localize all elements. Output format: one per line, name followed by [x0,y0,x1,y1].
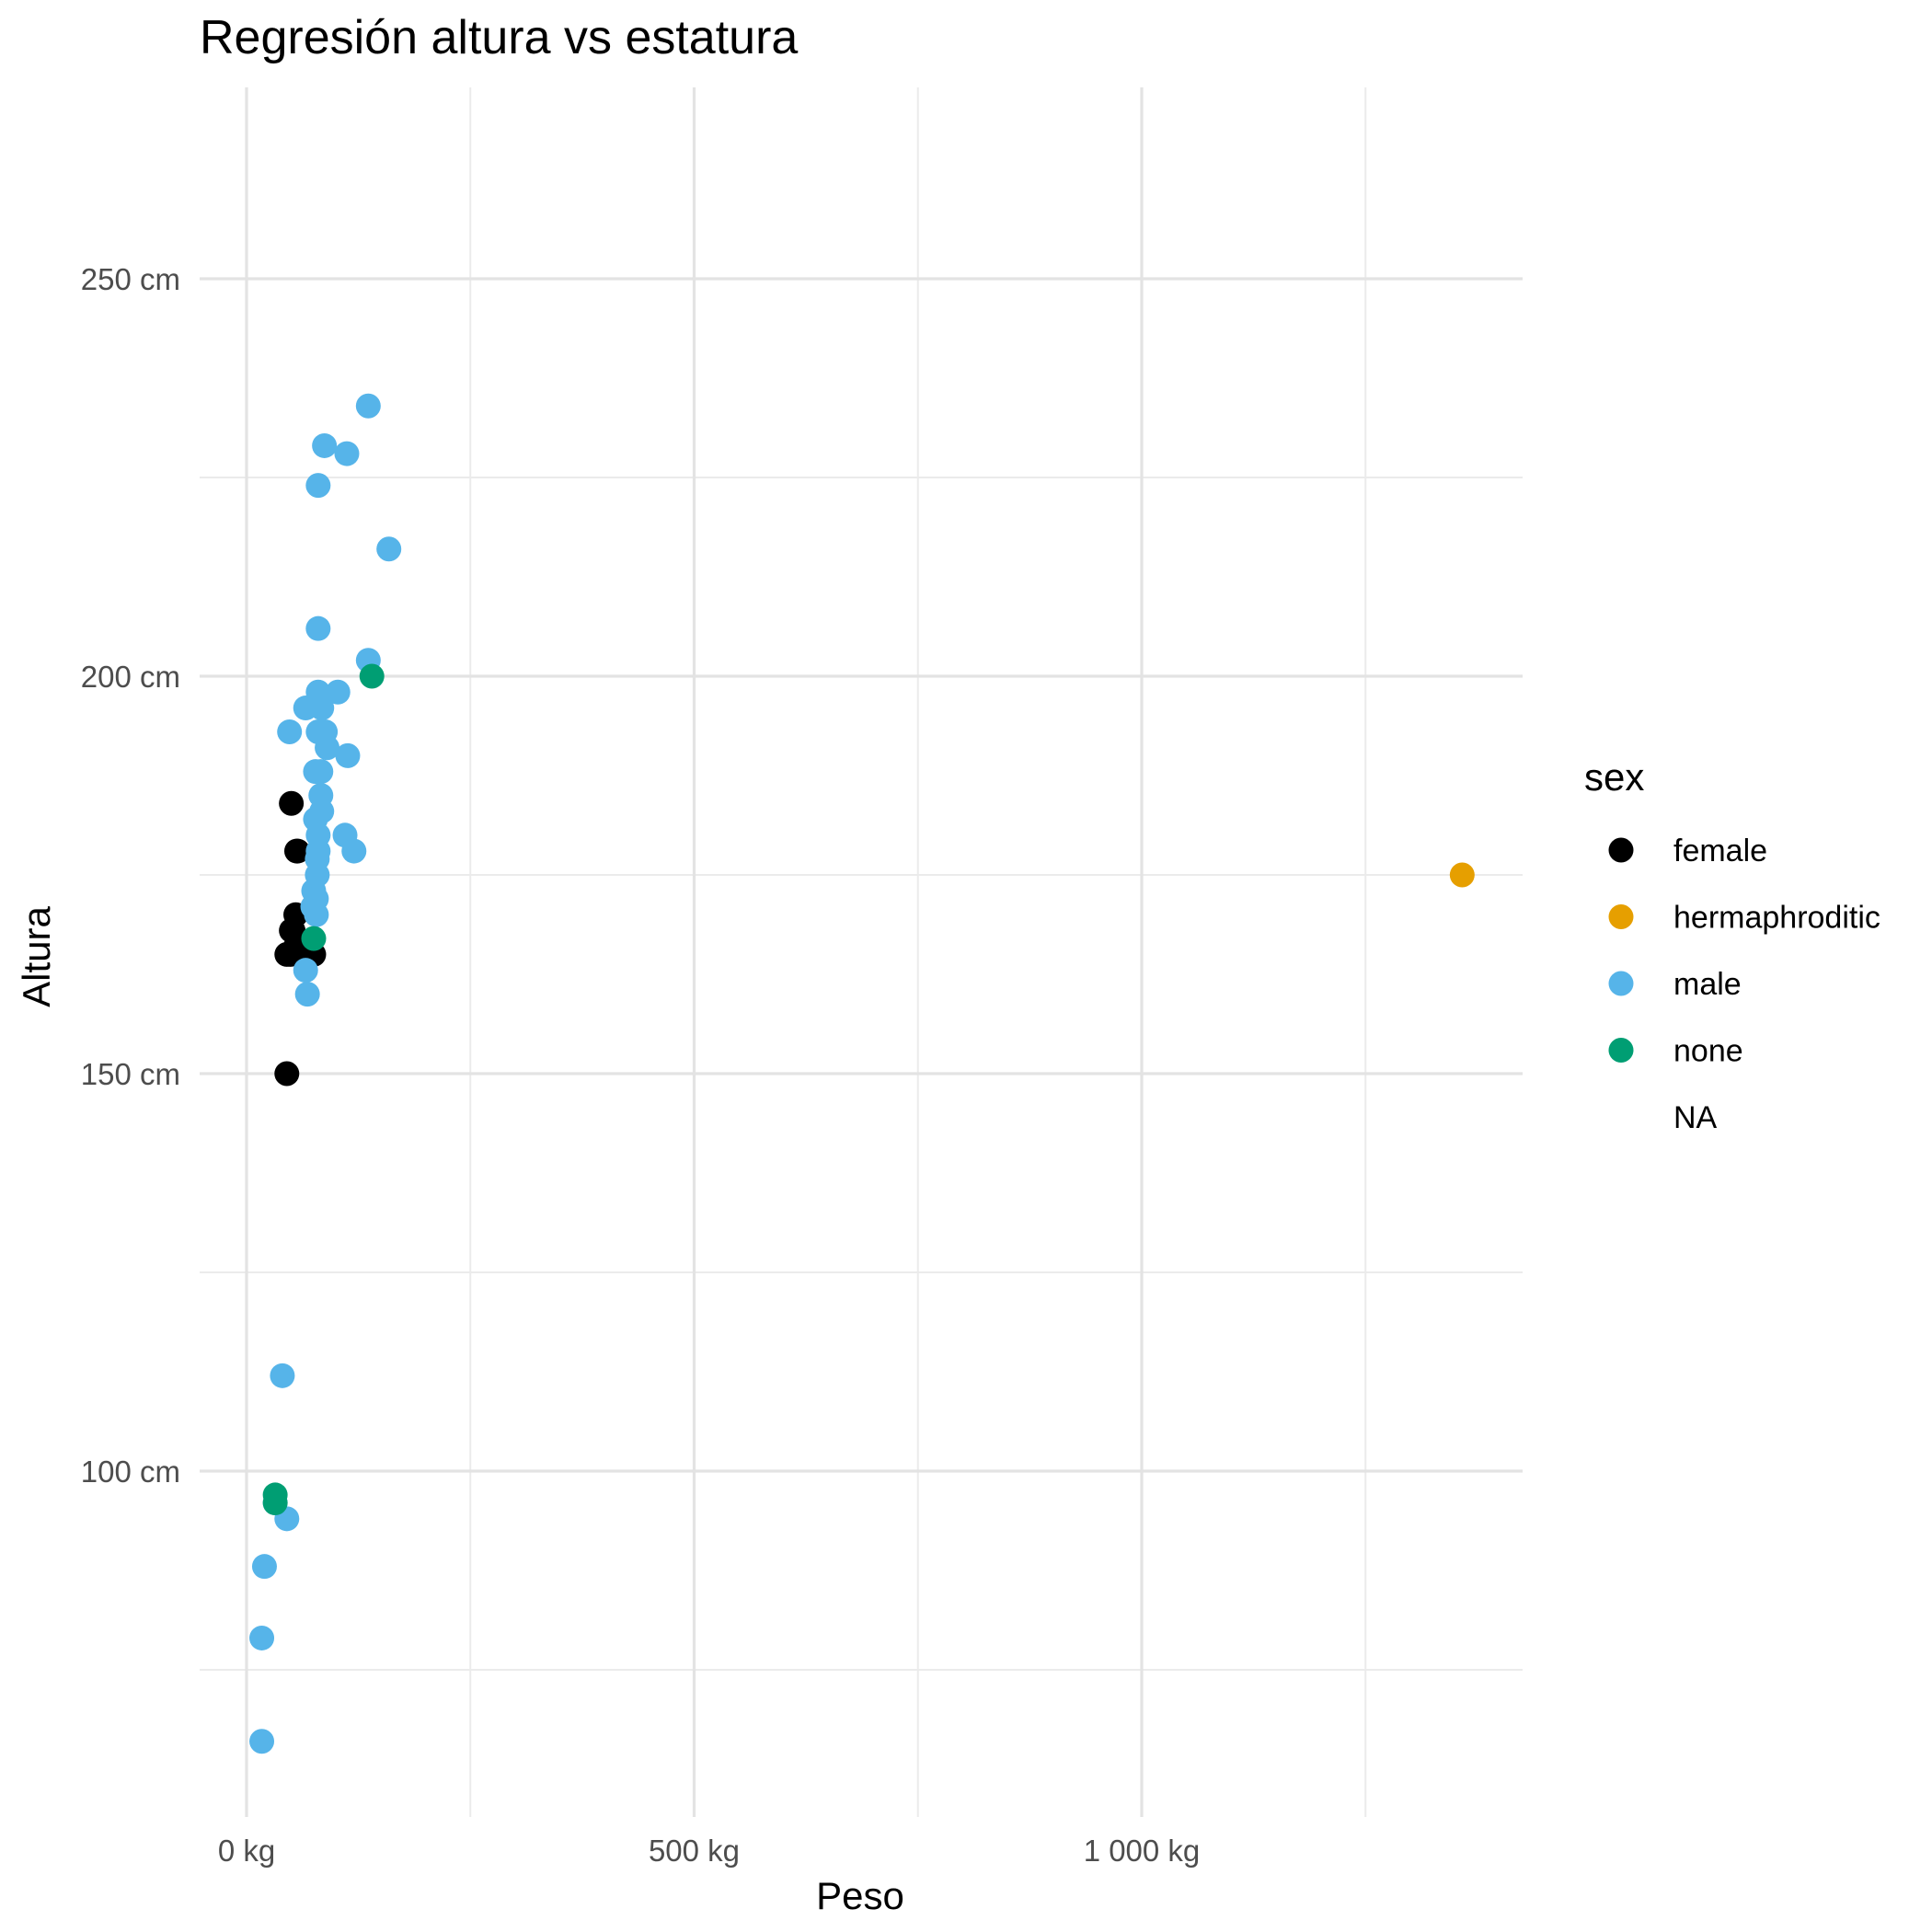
point-male-24 [341,838,367,864]
chart-title: Regresión altura vs estatura [200,11,798,64]
legend-key-female [1608,837,1634,863]
y-axis-ticks: 100 cm 150 cm 200 cm 250 cm [81,262,180,1489]
point-male-30 [304,902,329,927]
legend-label-hermaphroditic: hermaphroditic [1673,901,1880,936]
point-female-10 [274,941,300,967]
point-female-7 [284,838,310,864]
point-female-8 [279,790,305,816]
y-tick-label-2: 200 cm [81,660,180,694]
point-none-0 [359,663,385,689]
point-male-37 [249,1625,275,1650]
y-tick-label-1: 150 cm [81,1057,180,1091]
point-male-31 [293,958,318,983]
legend-key-male [1608,971,1634,996]
point-male-5 [305,615,331,641]
point-male-14 [315,735,340,761]
point-female-0 [274,1061,300,1087]
y-tick-label-3: 250 cm [81,262,180,296]
point-male-36 [251,1554,277,1580]
point-male-11 [277,719,303,744]
point-male-2 [334,441,360,466]
point-male-4 [376,536,402,562]
y-axis-title: Altura [15,906,58,1007]
legend-key-hermaphroditic [1608,904,1634,929]
point-male-3 [305,473,331,499]
data-points [249,393,1475,1754]
legend-title: sex [1584,755,1644,799]
point-male-7 [325,679,351,705]
legend-label-female: female [1673,834,1767,868]
x-tick-label-0: 0 kg [218,1834,275,1868]
legend-key-none [1608,1038,1634,1063]
x-tick-label-2: 1 000 kg [1084,1834,1201,1868]
legend-label-NA: NA [1673,1100,1718,1135]
point-hermaphroditic-0 [1449,862,1475,888]
y-tick-label-0: 100 cm [81,1455,180,1489]
x-axis-title: Peso [816,1874,904,1917]
point-male-38 [249,1729,275,1754]
point-male-10 [293,696,318,721]
x-axis-ticks: 0 kg 500 kg 1 000 kg [218,1834,1200,1868]
legend-label-none: none [1673,1034,1743,1069]
point-male-32 [294,982,320,1007]
point-male-15 [335,742,361,768]
point-male-1 [312,432,338,458]
legend: sex female hermaphroditic male none NA [1584,755,1880,1135]
point-none-1 [301,926,327,951]
point-none-3 [262,1490,288,1516]
point-male-17 [308,759,334,785]
point-male-33 [270,1363,295,1388]
legend-label-male: male [1673,967,1742,1002]
point-male-0 [355,393,381,419]
plot-grid [200,87,1523,1817]
x-tick-label-1: 500 kg [649,1834,740,1868]
